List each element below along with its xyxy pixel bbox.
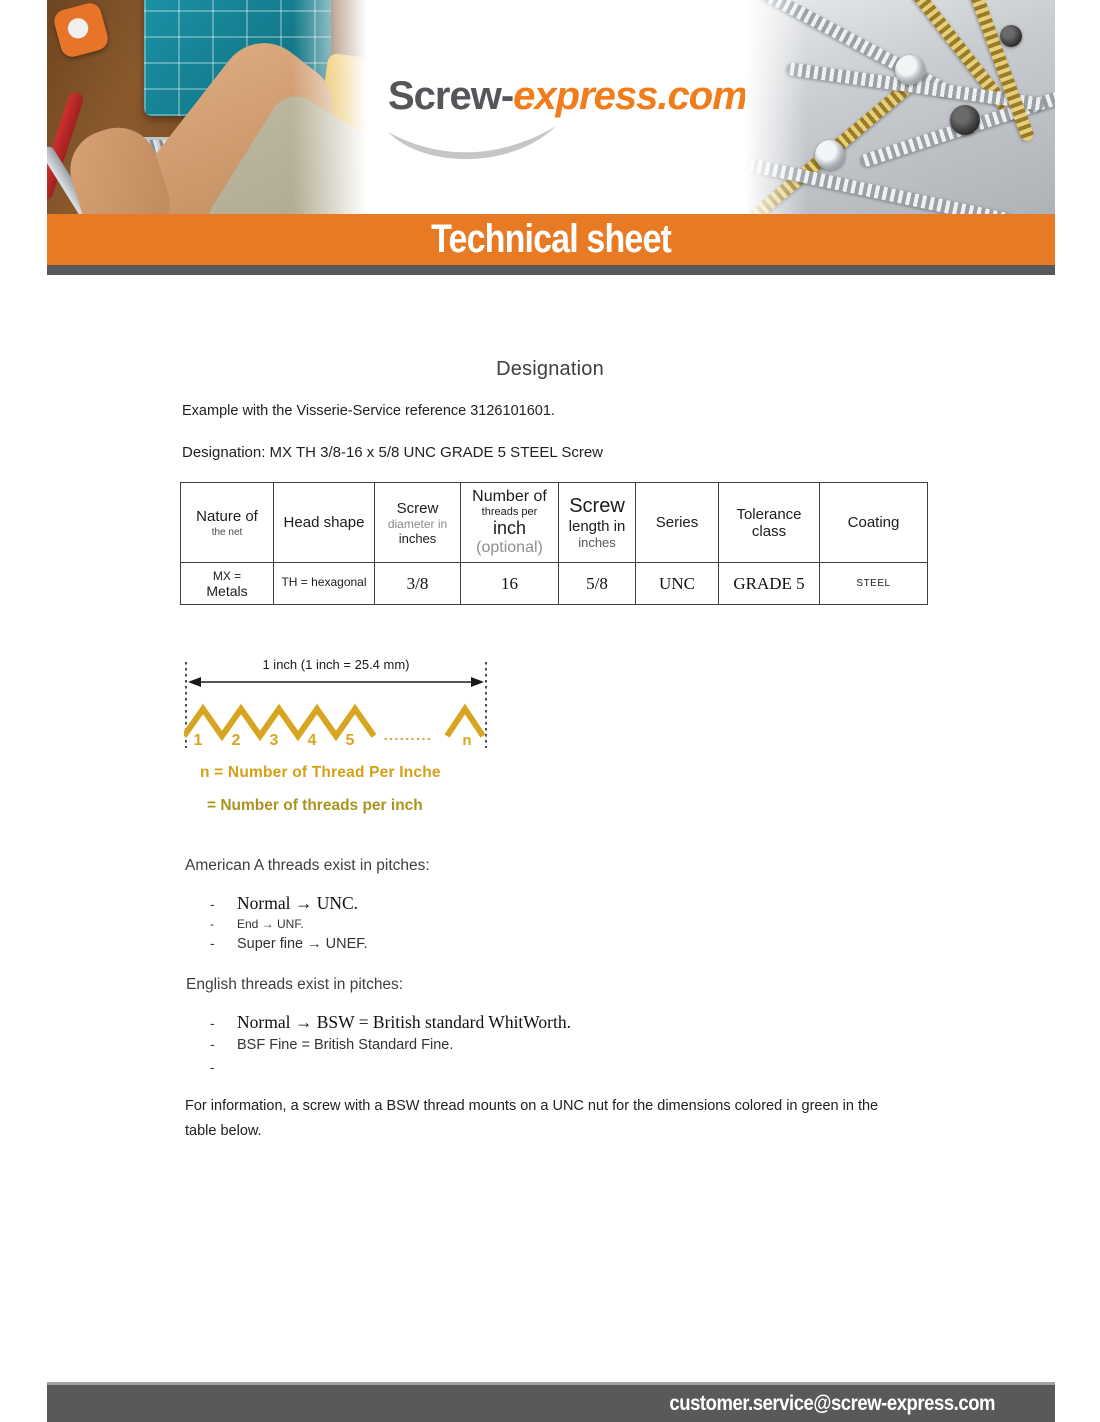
list-dash: - (210, 917, 214, 931)
thread-number: 3 (270, 732, 279, 749)
cell-coating: STEEL (819, 562, 928, 605)
logo-area: Screw-express.com (370, 0, 748, 214)
example-line: Example with the Visserie-Service refere… (182, 403, 555, 419)
american-threads-list: - Normal → UNC. - End → UNF. - Super fin… (210, 893, 368, 952)
list-item: - End → UNF. (210, 917, 368, 931)
page-title: Designation (496, 358, 604, 380)
list-item: - BSF Fine = British Standard Fine. (210, 1036, 571, 1053)
thread-zigzag (184, 703, 377, 742)
col-length-l3: inches (578, 535, 616, 550)
col-diameter: Screw diameter in inches (374, 482, 461, 563)
banner-title: Technical sheet (431, 217, 672, 261)
list-item-text: End → UNF. (237, 917, 304, 931)
col-tpi-l1: Number of (472, 488, 547, 505)
list-dash: - (210, 935, 215, 951)
col-tpi-l4: (optional) (476, 539, 543, 556)
col-coating: Coating (819, 482, 928, 563)
col-length: Screw length in inches (558, 482, 636, 563)
col-tolerance-l1: Tolerance (736, 505, 802, 523)
diagram-caption-1: n = Number of Thread Per Inche (200, 764, 441, 781)
logo: Screw-express.com (388, 74, 763, 119)
bsw-unc-note: For information, a screw with a BSW thre… (185, 1098, 879, 1139)
list-item-text: Super fine → UNEF. (237, 936, 368, 952)
list-dash: - (210, 1036, 215, 1052)
list-item: - Super fine → UNEF. (210, 935, 368, 952)
col-coating-label: Coating (847, 514, 900, 531)
cell-length: 5/8 (558, 562, 636, 605)
list-item: - (210, 1059, 571, 1075)
thread-number: 1 (194, 732, 203, 749)
cell-diameter: 3/8 (374, 562, 461, 605)
table-value-row: MX = Metals TH = hexagonal 3/8 16 5/8 UN… (180, 562, 928, 605)
dimension-label: 1 inch (1 inch = 25.4 mm) (262, 657, 409, 672)
thread-zigzag-n (444, 703, 486, 738)
thread-pitch-diagram: 1 inch (1 inch = 25.4 mm) 1 2 3 4 5 ....… (184, 657, 487, 749)
english-threads-list: - Normal → BSW = British standard WhitWo… (210, 1012, 571, 1075)
thread-number: 4 (308, 732, 317, 749)
col-head-shape: Head shape (273, 482, 375, 563)
col-series-label: Series (655, 514, 699, 531)
photo-fade-overlay (47, 0, 370, 214)
list-item: - Normal → UNC. (210, 893, 368, 914)
english-threads-heading: English threads exist in pitches: (186, 976, 404, 993)
footer-email: customer.service@screw-express.com (669, 1391, 995, 1415)
american-threads-heading: American A threads exist in pitches: (185, 857, 430, 874)
thread-number-n: n (462, 732, 471, 749)
arrowhead-left-icon (188, 677, 201, 687)
col-diameter-l3: inches (398, 530, 437, 546)
thread-number: 5 (346, 732, 355, 749)
photo-fade-overlay (745, 0, 1055, 214)
list-dash: - (210, 896, 215, 912)
col-nature-sub: the net (211, 526, 243, 538)
designation-table: Nature of the net Head shape Screw diame… (180, 482, 928, 605)
col-tpi: Number of threads per inch (optional) (460, 482, 559, 563)
designation-line: Designation: MX TH 3/8-16 x 5/8 UNC GRAD… (182, 444, 603, 461)
col-length-l2: length in (568, 518, 626, 535)
list-dash: - (210, 1015, 215, 1031)
ellipsis-dots: ......... (384, 727, 433, 743)
col-diameter-l1: Screw (396, 499, 439, 517)
workbench-photo (47, 0, 370, 214)
logo-text-gray: Screw- (388, 74, 514, 118)
cell-nature-l2: Metals (206, 582, 248, 599)
col-series: Series (635, 482, 719, 563)
col-tolerance-l2: class (751, 522, 787, 540)
thread-number: 2 (232, 732, 241, 749)
col-nature: Nature of the net (180, 482, 274, 563)
col-diameter-l2: diameter in (387, 516, 448, 531)
table-header-row: Nature of the net Head shape Screw diame… (180, 482, 928, 563)
col-tpi-l2: threads per (481, 506, 538, 518)
col-head-shape-label: Head shape (283, 514, 365, 531)
col-tolerance: Tolerance class (718, 482, 820, 563)
list-item-text: Normal → BSW = British standard WhitWort… (237, 1012, 571, 1032)
banner-divider (47, 265, 1055, 275)
technical-sheet-banner: Technical sheet (47, 214, 1055, 265)
logo-swoosh (388, 126, 556, 160)
list-item: - Normal → BSW = British standard WhitWo… (210, 1012, 571, 1033)
col-length-l1: Screw (569, 495, 625, 517)
cell-tolerance: GRADE 5 (718, 562, 820, 605)
screws-pile-photo (745, 0, 1055, 214)
diagram-caption-2: = Number of threads per inch (207, 797, 423, 814)
cell-nature: MX = Metals (180, 562, 274, 605)
cell-head-shape: TH = hexagonal (273, 562, 375, 605)
cell-series: UNC (635, 562, 719, 605)
list-dash: - (210, 1059, 215, 1075)
footer-bar: customer.service@screw-express.com (47, 1382, 1055, 1422)
col-tpi-l3: inch (492, 518, 527, 538)
arrowhead-right-icon (471, 677, 484, 687)
list-item-text: BSF Fine = British Standard Fine. (237, 1037, 454, 1053)
cell-nature-l1: MX = (212, 568, 242, 583)
col-nature-main: Nature of (196, 507, 258, 525)
list-item-text: Normal → UNC. (237, 893, 359, 913)
cell-tpi: 16 (460, 562, 559, 605)
logo-text-orange: express.com (513, 74, 748, 118)
